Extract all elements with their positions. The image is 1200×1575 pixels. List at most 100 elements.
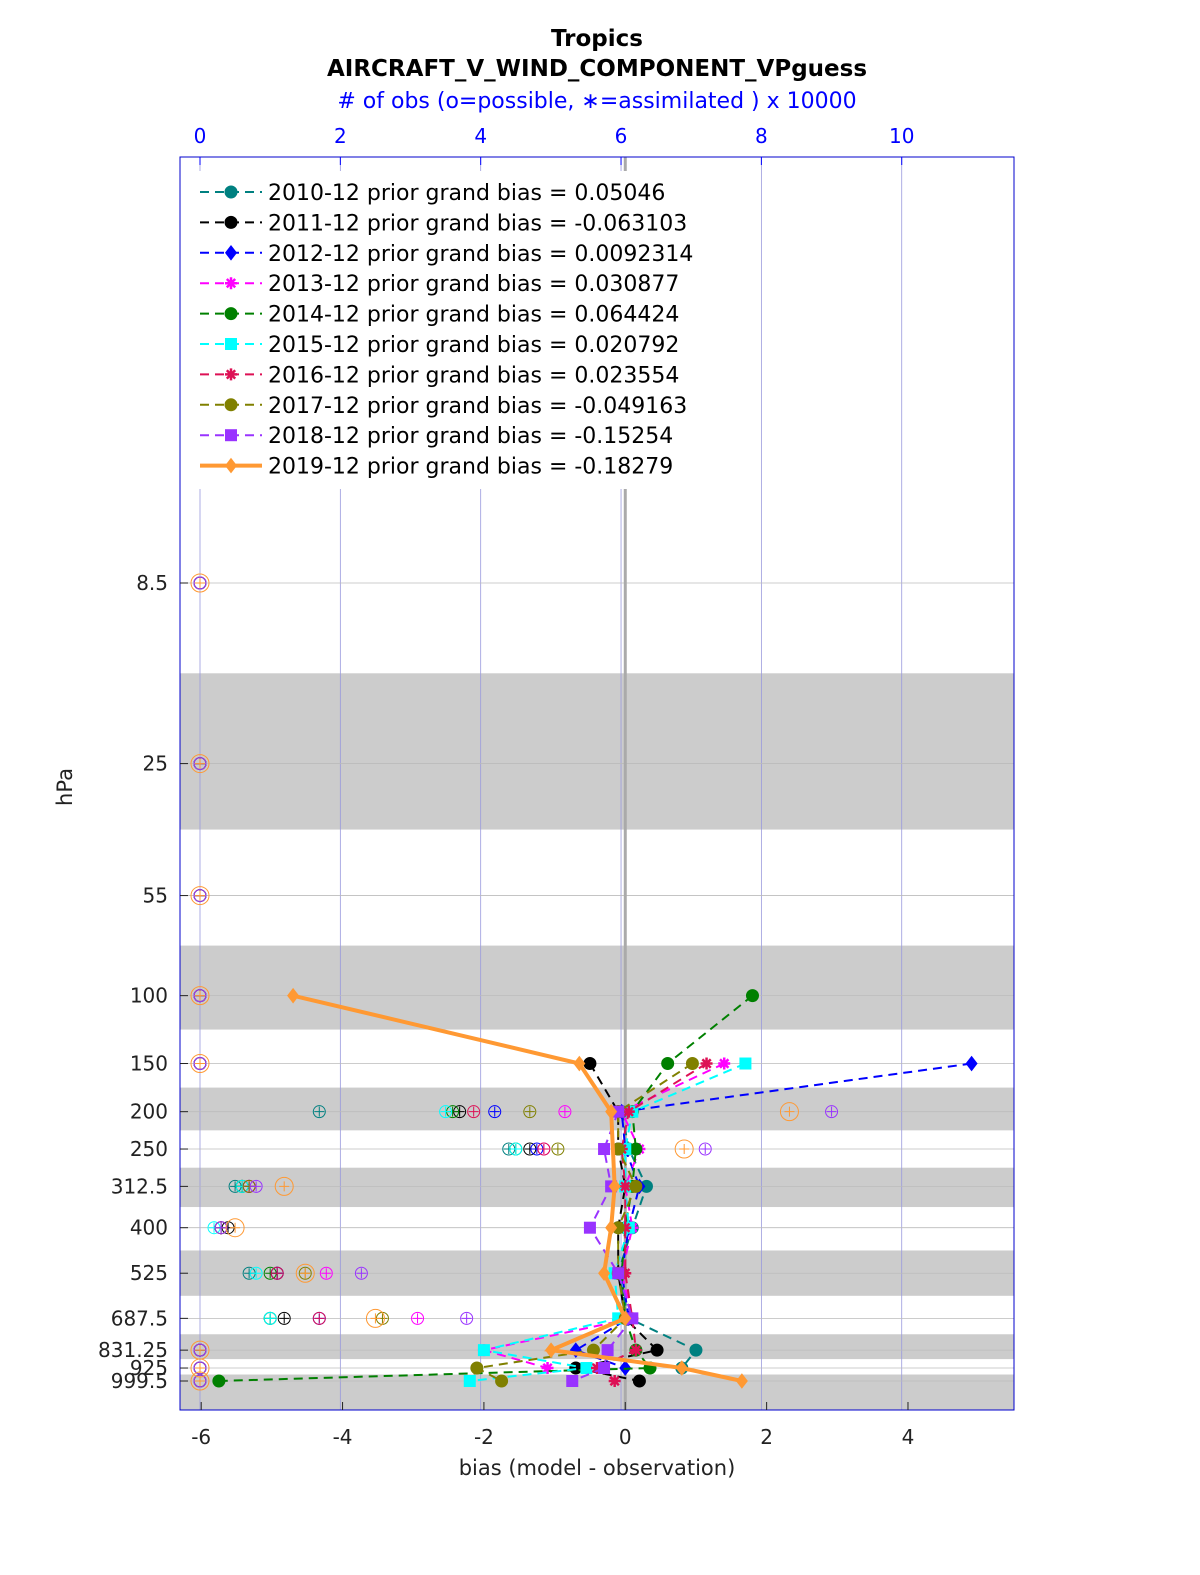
data-point <box>598 1265 611 1282</box>
y-tick-label: 999.5 <box>111 1369 168 1393</box>
legend-swatch-marker <box>224 398 238 412</box>
obs-possible-marker <box>319 1266 333 1280</box>
legend-entry-2014-12: 2014-12 prior grand bias = 0.064424 <box>200 303 679 328</box>
legend-entry-2012-12: 2012-12 prior grand bias = 0.0092314 <box>200 242 693 267</box>
obs-assimilated-marker <box>230 1222 241 1233</box>
x-tick-label: 2 <box>760 1425 773 1449</box>
obs-possible-marker <box>270 1266 284 1280</box>
data-point <box>629 1179 643 1193</box>
obs-assimilated-marker <box>195 758 205 769</box>
y-axis-label: hPa <box>53 768 77 806</box>
obs-assimilated-marker <box>265 1313 276 1324</box>
y-tick-label: 200 <box>130 1100 168 1124</box>
obs-possible-marker <box>312 1105 326 1119</box>
y-tick-label: 250 <box>130 1137 168 1161</box>
top-tick-label: 2 <box>334 124 347 148</box>
data-point <box>477 1344 490 1357</box>
legend-label: 2010-12 prior grand bias = 0.05046 <box>268 181 665 206</box>
legend-box <box>192 171 758 489</box>
legend-swatch-marker <box>224 215 238 229</box>
obs-assimilated-marker <box>195 1345 205 1356</box>
obs-possible-marker <box>523 1105 537 1119</box>
obs-assimilated-marker <box>700 1144 711 1155</box>
legend-entry-2018-12: 2018-12 prior grand bias = -0.15254 <box>200 424 673 449</box>
obs-assimilated-marker <box>195 1363 205 1374</box>
obs-assimilated-marker <box>251 1181 262 1192</box>
data-point <box>622 1105 635 1118</box>
data-point <box>685 1057 699 1071</box>
obs-assimilated-marker <box>552 1144 563 1155</box>
data-point <box>629 1142 643 1156</box>
legend-entry-2011-12: 2011-12 prior grand bias = -0.063103 <box>200 211 687 236</box>
legend-entry-2017-12: 2017-12 prior grand bias = -0.049163 <box>200 394 687 419</box>
obs-possible-marker <box>193 989 207 1003</box>
level-band <box>180 1374 1014 1410</box>
data-point <box>573 1055 586 1072</box>
obs-possible-marker <box>537 1142 551 1156</box>
data-point <box>591 1362 603 1375</box>
obs-possible-marker <box>354 1266 368 1280</box>
legend-label: 2011-12 prior grand bias = -0.063103 <box>268 211 687 236</box>
legend-label: 2014-12 prior grand bias = 0.064424 <box>268 303 679 328</box>
data-point <box>629 1344 642 1357</box>
y-tick-label: 25 <box>143 752 168 776</box>
y-tick-label: 8.5 <box>136 571 168 595</box>
top-tick-label: 10 <box>889 124 914 148</box>
obs-assimilated-marker <box>370 1313 381 1324</box>
legend-swatch-marker <box>225 338 237 350</box>
data-point <box>650 1343 664 1357</box>
obs-assimilated-marker <box>440 1106 451 1117</box>
obs-possible-marker <box>193 1361 207 1375</box>
obs-possible-marker <box>190 1371 210 1391</box>
chart-title: Tropics <box>551 26 643 52</box>
data-point <box>495 1374 509 1388</box>
legend-label: 2015-12 prior grand bias = 0.020792 <box>268 333 679 358</box>
obs-assimilated-marker <box>679 1144 690 1155</box>
data-point <box>598 1362 611 1375</box>
data-point <box>566 1375 579 1387</box>
data-point <box>605 1219 618 1236</box>
obs-possible-marker <box>312 1311 326 1325</box>
legend-label: 2013-12 prior grand bias = 0.030877 <box>268 272 679 297</box>
obs-possible-marker <box>249 1179 263 1193</box>
x-tick-label: -2 <box>474 1425 494 1449</box>
legend-swatch-marker <box>225 457 237 474</box>
data-point <box>605 1103 618 1120</box>
obs-assimilated-marker <box>195 578 205 588</box>
data-point <box>287 987 300 1004</box>
data-point <box>965 1055 978 1072</box>
obs-assimilated-marker <box>195 1376 205 1386</box>
y-tick-label: 925 <box>130 1356 168 1380</box>
series-line-2019-12 <box>292 993 743 1383</box>
data-point <box>541 1362 554 1375</box>
x-tick-label: 0 <box>619 1425 632 1449</box>
obs-possible-marker <box>214 1221 228 1235</box>
obs-assimilated-marker <box>279 1181 290 1192</box>
data-point <box>619 1221 632 1234</box>
obs-assimilated-marker <box>195 1058 205 1069</box>
legend-swatch-marker <box>225 277 237 290</box>
obs-possible-marker <box>193 757 207 771</box>
obs-possible-marker <box>263 1311 277 1325</box>
obs-possible-marker <box>190 986 210 1006</box>
obs-possible-marker <box>225 1218 245 1238</box>
obs-assimilated-marker <box>489 1106 500 1117</box>
obs-possible-marker <box>193 1343 207 1357</box>
obs-assimilated-marker <box>216 1222 227 1233</box>
obs-assimilated-marker <box>272 1268 283 1279</box>
obs-possible-marker <box>274 1176 294 1196</box>
obs-possible-marker <box>558 1105 572 1119</box>
obs-possible-marker <box>365 1308 385 1328</box>
obs-assimilated-marker <box>314 1313 325 1324</box>
y-tick-label: 525 <box>130 1261 168 1285</box>
legend-label: 2018-12 prior grand bias = -0.15254 <box>268 424 673 449</box>
obs-possible-marker <box>674 1139 694 1159</box>
legend-swatch-marker <box>225 245 237 261</box>
obs-possible-marker <box>277 1311 291 1325</box>
y-tick-label: 400 <box>130 1216 168 1240</box>
legend-entry-2013-12: 2013-12 prior grand bias = 0.030877 <box>200 272 679 297</box>
top-axis-label: # of obs (o=possible, ∗=assimilated ) x … <box>337 89 856 114</box>
data-point <box>545 1342 558 1358</box>
x-tick-label: -6 <box>191 1425 211 1449</box>
y-tick-label: 150 <box>130 1052 168 1076</box>
